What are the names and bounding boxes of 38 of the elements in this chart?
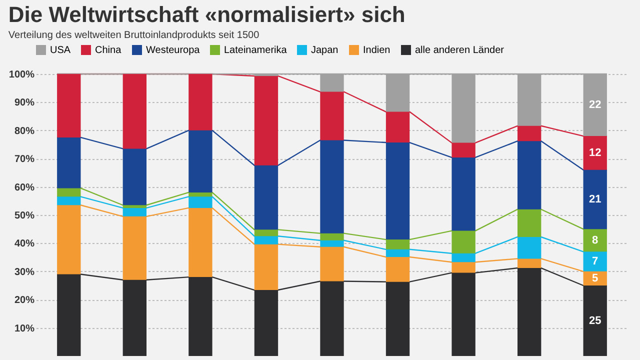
- bar: [122, 74, 147, 149]
- bar: [320, 92, 344, 140]
- legend-label: alle anderen Länder: [415, 45, 505, 56]
- bar: [122, 205, 147, 208]
- y-tick-label: 90%: [14, 98, 35, 109]
- y-tick-label: 20%: [14, 295, 35, 306]
- bar: [188, 192, 212, 197]
- bar: [254, 236, 278, 244]
- bar: [188, 74, 212, 130]
- data-label: 12: [588, 146, 602, 159]
- y-tick-label: 70%: [14, 154, 35, 166]
- bar: [122, 208, 147, 216]
- legend-label: Indien: [363, 45, 390, 56]
- y-tick-label: 10%: [14, 323, 35, 334]
- data-label: 22: [588, 99, 602, 112]
- bar: [517, 209, 542, 237]
- legend-label: USA: [50, 45, 71, 56]
- chart-subtitle: Verteilung des weltweiten Bruttoinlandprodukts seit 1500: [8, 30, 260, 41]
- legend-label: Lateinamerika: [224, 45, 288, 56]
- y-tick-label: 30%: [14, 266, 35, 278]
- bar: [517, 258, 542, 268]
- y-tick-label: 40%: [14, 238, 35, 250]
- bar: [320, 240, 344, 247]
- bar: [254, 230, 278, 236]
- data-label: 5: [592, 272, 598, 284]
- legend-label: Japan: [311, 45, 338, 56]
- bar: [57, 74, 81, 138]
- chart-title: Die Weltwirtschaft «normalisiert» sich: [8, 2, 406, 27]
- data-label: 25: [588, 314, 602, 327]
- legend-label: Westeuropa: [146, 45, 200, 56]
- data-label: 21: [588, 193, 602, 206]
- data-label: 8: [592, 234, 598, 246]
- legend-label: China: [95, 45, 122, 56]
- y-tick-label: 80%: [14, 126, 35, 137]
- y-tick-label: 60%: [14, 182, 35, 194]
- data-label: 7: [592, 256, 598, 268]
- y-tick-label: 50%: [14, 210, 35, 222]
- y-tick-label: 100%: [8, 70, 35, 80]
